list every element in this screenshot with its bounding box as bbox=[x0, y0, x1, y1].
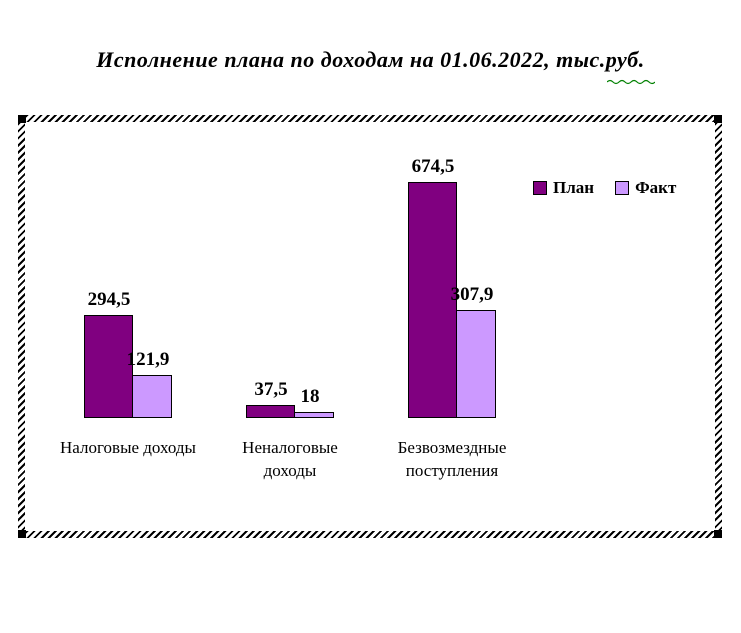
chart-frame bbox=[18, 115, 722, 538]
frame-corner-top-right bbox=[714, 115, 722, 123]
category-label-0: Налоговые доходы bbox=[60, 438, 196, 457]
value-label-fact-2: 307,9 bbox=[450, 284, 494, 305]
legend-swatch-icon bbox=[533, 180, 547, 195]
value-label-fact-0: 121,9 bbox=[126, 349, 170, 370]
legend-item-fact[interactable]: Факт bbox=[615, 178, 677, 197]
value-label-plan-2: 674,5 bbox=[411, 156, 455, 177]
category-label-1: Неналоговые доходы bbox=[242, 438, 338, 480]
legend-swatch-icon bbox=[615, 180, 630, 195]
legend-label: План bbox=[553, 178, 595, 197]
legend: План Факт bbox=[533, 178, 677, 197]
frame-corner-top-left bbox=[18, 115, 26, 123]
bar-plan-2[interactable] bbox=[408, 182, 457, 418]
frame-corner-bottom-right bbox=[714, 530, 722, 538]
frame-edge-bottom bbox=[26, 531, 714, 538]
spellcheck-underline-icon bbox=[607, 79, 655, 85]
value-label-fact-1: 18 bbox=[300, 386, 320, 407]
squiggle-path bbox=[607, 79, 655, 85]
bar-plan-0[interactable] bbox=[84, 315, 133, 418]
legend-label: Факт bbox=[635, 178, 677, 197]
bar-plan-1[interactable] bbox=[246, 405, 295, 418]
legend-item-plan[interactable]: План bbox=[533, 178, 595, 197]
value-label-plan-0: 294,5 bbox=[87, 289, 131, 310]
frame-corner-bottom-left bbox=[18, 530, 26, 538]
frame-edge-right bbox=[715, 123, 722, 530]
value-label-plan-1: 37,5 bbox=[254, 379, 288, 400]
frame-edge-left bbox=[18, 123, 25, 530]
category-label-2: Безвозмездные поступления bbox=[397, 438, 507, 480]
chart-title[interactable]: Исполнение плана по доходам на 01.06.202… bbox=[96, 47, 645, 72]
frame-edge-top bbox=[26, 115, 714, 122]
